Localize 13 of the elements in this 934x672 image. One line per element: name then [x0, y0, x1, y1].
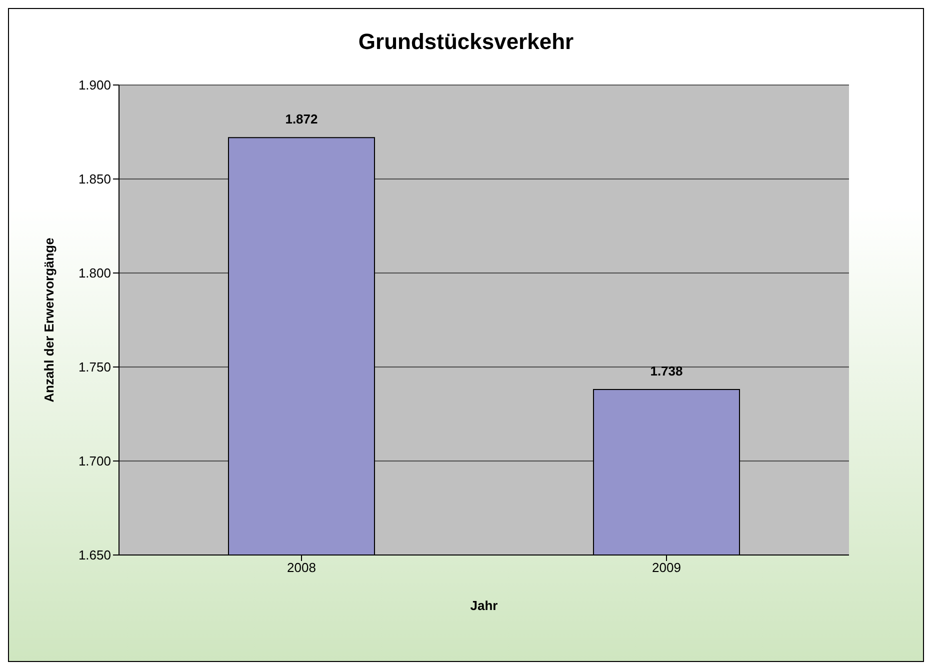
- x-tick-label: 2009: [652, 560, 681, 576]
- y-tick-label: 1.650: [78, 548, 111, 563]
- chart-title: Grundstücksverkehr: [357, 29, 575, 55]
- y-axis-title: Anzahl der Erwervorgänge: [42, 238, 57, 402]
- y-tick-label: 1.850: [78, 172, 111, 187]
- y-tick-label: 1.750: [78, 360, 111, 375]
- x-tick-label: 2008: [287, 560, 316, 576]
- data-label: 1.738: [650, 364, 683, 379]
- y-tick-label: 1.800: [78, 266, 111, 281]
- y-tick-label: 1.700: [78, 454, 111, 469]
- y-tick-label: 1.900: [78, 78, 111, 93]
- x-axis-title: Jahr: [470, 598, 498, 613]
- data-label: 1.872: [285, 112, 318, 127]
